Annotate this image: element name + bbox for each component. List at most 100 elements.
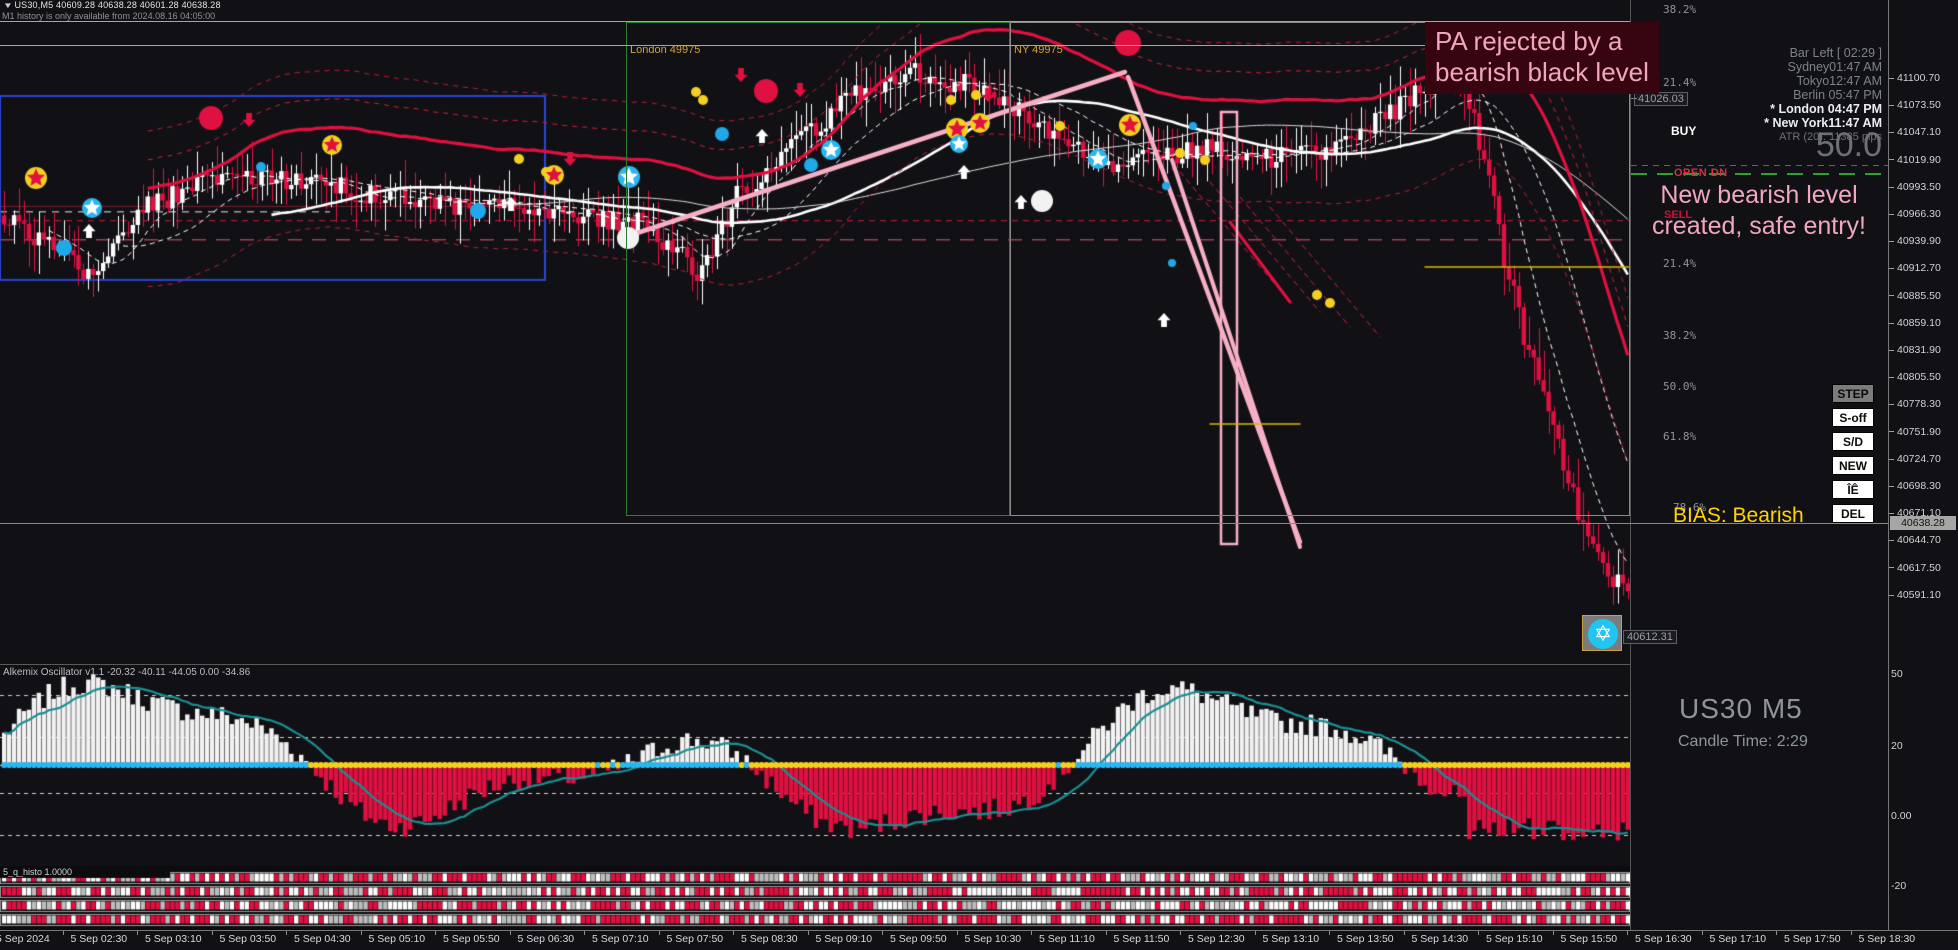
time-tick-separator [1031,931,1032,935]
main-chart-pane[interactable]: London 49975 NY 49975 [0,22,1630,662]
time-tick: 5 Sep 06:30 [517,933,575,945]
del-button[interactable]: DEL [1832,504,1874,523]
time-tick-separator [211,931,213,935]
time-tick: 5 Sep 13:10 [1262,933,1320,945]
time-tick-separator [286,931,287,935]
price-tick: 40939.90 [1889,235,1958,247]
price-tick: 40831.90 [1889,344,1958,356]
annotation-top-line2: bearish black level [1435,57,1649,87]
price-tick: 40617.50 [1889,562,1958,574]
price-tick: 40644.70 [1889,534,1958,546]
price-tag-lower: 40612.31 [1623,630,1677,644]
price-tag-upper-leader [1631,98,1637,99]
time-tick: 5 Sep 13:50 [1337,933,1394,945]
time-tick: 5 Sep 09:10 [815,933,873,945]
time-tick: 5 Sep 18:30 [1858,933,1916,945]
time-tick-separator [62,931,64,935]
price-tick: 41047.10 [1889,126,1958,138]
price-tick: 40885.50 [1889,290,1958,302]
annotation-bottom-line2: created, safe entry! [1651,212,1866,240]
time-tick-separator [1478,931,1479,935]
time-tick: 5 Sep 12:30 [1188,933,1245,945]
time-tick-separator [1254,931,1256,935]
time-tick: 5 Sep 05:50 [443,933,500,945]
price-tick: 40912.70 [1889,262,1958,274]
oscillator-canvas [0,665,1630,864]
time-tick-separator [1552,931,1554,935]
time-scale[interactable]: 5 Sep 2024 5 Sep 02:30 5 Sep 03:10 5 Sep 03… [0,930,1958,950]
time-tick: 5 Sep 02:30 [70,933,128,945]
time-tick-separator [807,931,809,935]
time-tick: 5 Sep 15:50 [1560,933,1618,945]
histogram-pane[interactable]: 5_q_histo 1.0000 [0,866,1630,930]
price-chart-canvas [0,22,1630,662]
fib-label-6: 78.6% [1673,501,1707,514]
buy-label: BUY [1671,124,1697,138]
atr-value: 50.0 [1815,126,1882,164]
ie-button[interactable]: ÎÊ [1832,480,1874,499]
time-tick: 5 Sep 15:10 [1486,933,1543,945]
chart-header: ▼ US30,M5 40609.28 40638.28 40601.28 406… [0,0,1958,11]
time-tick-separator [435,931,436,935]
sell-label: SELL [1664,209,1693,221]
time-tick: 5 Sep 16:30 [1635,933,1692,945]
annotation-bottom: New bearish level created, safe entry! [1630,180,1888,242]
time-tick-separator [1105,931,1107,935]
time-tick-separator [733,931,734,935]
oscillator-pane[interactable]: Alkemix Oscillator v1.1 -20.32 -40.11 -4… [0,664,1630,864]
oscillator-tick: 20 [1891,740,1903,752]
step-button[interactable]: STEP [1832,384,1874,403]
candle-time: Candle Time: 2:29 [1678,733,1808,750]
sydney-time: Sydney01:47 AM [1787,60,1882,74]
annotation-bottom-line1: New bearish level [1660,181,1858,209]
time-tick: 5 Sep 11:50 [1113,933,1170,945]
time-tick: 5 Sep 09:50 [890,933,947,945]
indicator-logo[interactable]: ✡ [1582,615,1622,651]
session-box-london [626,22,1010,516]
logo-disc [1588,619,1618,649]
price-tick: 40591.10 [1889,589,1958,601]
sd-button[interactable]: S/D [1832,432,1874,451]
time-tick-separator [1627,931,1628,935]
bias-label: BIAS: Bearish [1673,504,1804,527]
time-tick-separator [584,931,585,935]
histogram-title: 5_q_histo 1.0000 [3,867,73,877]
time-tick-separator [658,931,660,935]
time-tick-separator [1180,931,1181,935]
session-label-ny: NY 49975 [1014,44,1063,56]
time-tick-separator [1850,931,1852,935]
right-info-column: 38.2% 21.4% 21.4% 38.2% 50.0% 61.8% 78.6… [1582,0,1889,930]
time-tick: 5 Sep 11:10 [1039,933,1095,945]
price-tick: 41100.70 [1889,72,1958,84]
price-tick: 40805.50 [1889,371,1958,383]
time-tick-separator [882,931,883,935]
session-label-london: London 49975 [630,44,701,56]
fib-label-5: 61.8% [1663,430,1697,443]
price-tick: 40778.30 [1889,398,1958,410]
fib-label-1: 21.4% [1663,76,1697,89]
fib-label-0: 38.2% [1663,3,1697,16]
time-tick: 5 Sep 14:30 [1411,933,1469,945]
open-dn-dashed-red [1631,165,1889,166]
new-button[interactable]: NEW [1832,456,1874,475]
price-tick: 40993.50 [1889,181,1958,193]
berlin-time: Berlin 05:47 PM [1793,88,1882,102]
time-tick: 5 Sep 2024 [0,933,50,945]
london-time: * London 04:47 PM [1770,102,1882,116]
time-tick-separator [509,931,511,935]
oscillator-tick: -20 [1891,880,1907,892]
price-scale[interactable]: 41100.70 41073.50 41047.10 41019.90 40993.50… [1888,0,1958,948]
fib-label-4: 50.0% [1663,380,1697,393]
session-box-ny [1010,22,1630,516]
time-tick-separator [1701,931,1703,935]
yellow-level-top [0,21,1630,22]
annotation-top: PA rejected by a bearish black level [1425,22,1659,94]
triangle-down-icon[interactable]: ▼ [2,1,14,10]
time-tick: 5 Sep 04:30 [294,933,351,945]
time-tick: 5 Sep 17:10 [1709,933,1767,945]
time-tick-separator [360,931,362,935]
symbol-ohlc-readout: US30,M5 40609.28 40638.28 40601.28 40638… [14,0,221,10]
s-off-button[interactable]: S-off [1832,408,1874,427]
bar-left-readout: Bar Left [ 02:29 ] [1789,46,1882,60]
